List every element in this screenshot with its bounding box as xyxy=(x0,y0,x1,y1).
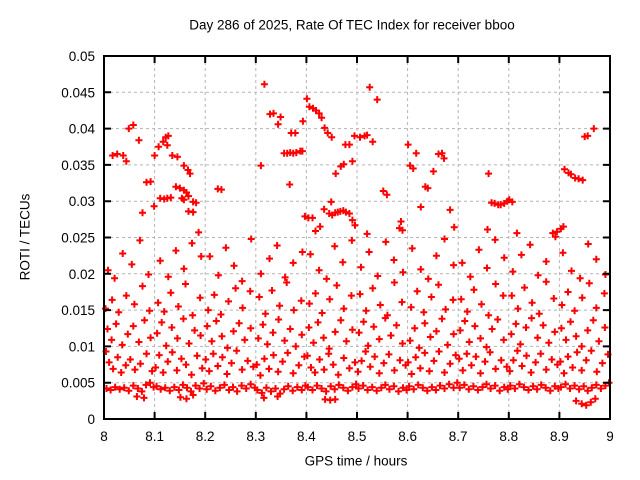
y-tick-label: 0 xyxy=(87,412,95,427)
chart-title: Day 286 of 2025, Rate Of TEC Index for r… xyxy=(189,17,515,33)
x-tick-label: 9 xyxy=(606,429,614,444)
y-tick-label: 0.03 xyxy=(69,194,95,209)
x-tick-label: 8.1 xyxy=(145,429,164,444)
gridlines xyxy=(104,56,610,419)
x-tick-label: 8.6 xyxy=(398,429,417,444)
y-axis-title: ROTI / TECUs xyxy=(17,193,33,281)
x-tick-label: 8.2 xyxy=(196,429,215,444)
x-tick-label: 8.7 xyxy=(449,429,468,444)
y-tick-label: 0.02 xyxy=(69,267,95,282)
y-tick-label: 0.04 xyxy=(69,122,96,137)
x-axis-title: GPS time / hours xyxy=(304,453,408,469)
x-tick-label: 8 xyxy=(100,429,108,444)
x-tick-label: 8.8 xyxy=(499,429,518,444)
y-tick-label: 0.035 xyxy=(61,158,95,173)
y-tick-label: 0.005 xyxy=(61,376,95,391)
y-tick-label: 0.025 xyxy=(61,231,95,246)
x-tick-label: 8.9 xyxy=(550,429,569,444)
x-tick-label: 8.5 xyxy=(348,429,367,444)
y-tick-label: 0.01 xyxy=(69,339,95,354)
x-tick-label: 8.3 xyxy=(246,429,265,444)
y-tick-label: 0.045 xyxy=(61,85,95,100)
y-tick-label: 0.015 xyxy=(61,303,95,318)
x-tick-label: 8.4 xyxy=(297,429,316,444)
y-tick-label: 0.05 xyxy=(69,49,95,64)
scatter-points xyxy=(102,80,613,409)
axis-ticks xyxy=(103,55,611,420)
